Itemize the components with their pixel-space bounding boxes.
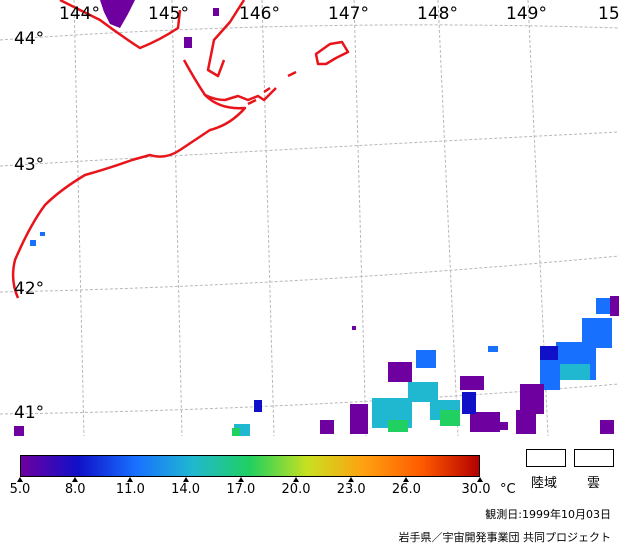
scale-tick-mark: [403, 477, 410, 482]
sea-surface-temperature-map: 144° 145° 146° 147° 148° 149° 15 44° 43°…: [0, 0, 619, 436]
scale-tick-label: 11.0: [115, 482, 145, 497]
lat-label-44: 44°: [14, 29, 44, 49]
scale-tick-mark: [182, 477, 189, 482]
longitude-labels: 144° 145° 146° 147° 148° 149° 15: [59, 4, 619, 24]
lon-label-146: 146°: [239, 4, 280, 24]
scale-tick-mark: [237, 477, 244, 482]
parallel-42: [0, 255, 619, 293]
scale-tick-label: 8.0: [64, 482, 86, 497]
scale-tick-label: 20.0: [281, 482, 311, 497]
cloud-legend-label: 雲: [587, 476, 601, 491]
parallel-44: [0, 24, 619, 41]
scale-tick-label: 23.0: [336, 482, 366, 497]
lon-label-147: 147°: [328, 4, 369, 24]
meridian-144: [73, 0, 85, 436]
scale-tick-label: 5.0: [9, 482, 31, 497]
temperature-unit: °C: [500, 482, 516, 497]
lat-label-43: 43°: [14, 155, 44, 175]
scale-tick-label: 30.0: [461, 482, 491, 497]
meridian-149: [527, 0, 549, 436]
lon-label-145: 145°: [148, 4, 189, 24]
cloud-free-sst-patches: [30, 232, 619, 436]
land-purple-patch: [14, 0, 219, 436]
meridian-145: [171, 0, 183, 436]
scale-tick-label: 14.0: [171, 482, 201, 497]
lon-label-150: 15: [598, 4, 619, 24]
lon-label-148: 148°: [417, 4, 458, 24]
lon-label-149: 149°: [506, 4, 547, 24]
lat-label-41: 41°: [14, 403, 44, 423]
meridian-148: [437, 0, 459, 436]
credit-line: 岩手県／宇宙開発事業団 共同プロジェクト: [398, 531, 612, 544]
lat-label-42: 42°: [14, 279, 44, 299]
scale-tick-mark: [477, 477, 483, 482]
lon-label-144: 144°: [59, 4, 100, 24]
scale-tick-mark: [17, 477, 23, 482]
graticule: [0, 0, 619, 436]
latitude-labels: 44° 43° 42° 41°: [14, 29, 44, 423]
land-legend-label: 陸域: [531, 476, 558, 491]
scale-tick-mark: [293, 477, 299, 482]
scale-tick-label: 26.0: [391, 482, 421, 497]
island: [314, 40, 350, 66]
parallel-43: [0, 131, 619, 167]
scale-tick-mark: [72, 477, 79, 482]
meridian-147: [353, 0, 367, 436]
temperature-color-scale: [20, 455, 480, 477]
land-legend-swatch: [526, 449, 566, 467]
scale-tick-mark: [348, 477, 355, 482]
observation-date: 観測日:1999年10月03日: [485, 508, 611, 521]
scale-tick-mark: [127, 477, 134, 482]
coastline: [11, 0, 350, 299]
scale-tick-label: 17.0: [226, 482, 256, 497]
cloud-legend-swatch: [574, 449, 614, 467]
meridian-146: [261, 0, 275, 436]
